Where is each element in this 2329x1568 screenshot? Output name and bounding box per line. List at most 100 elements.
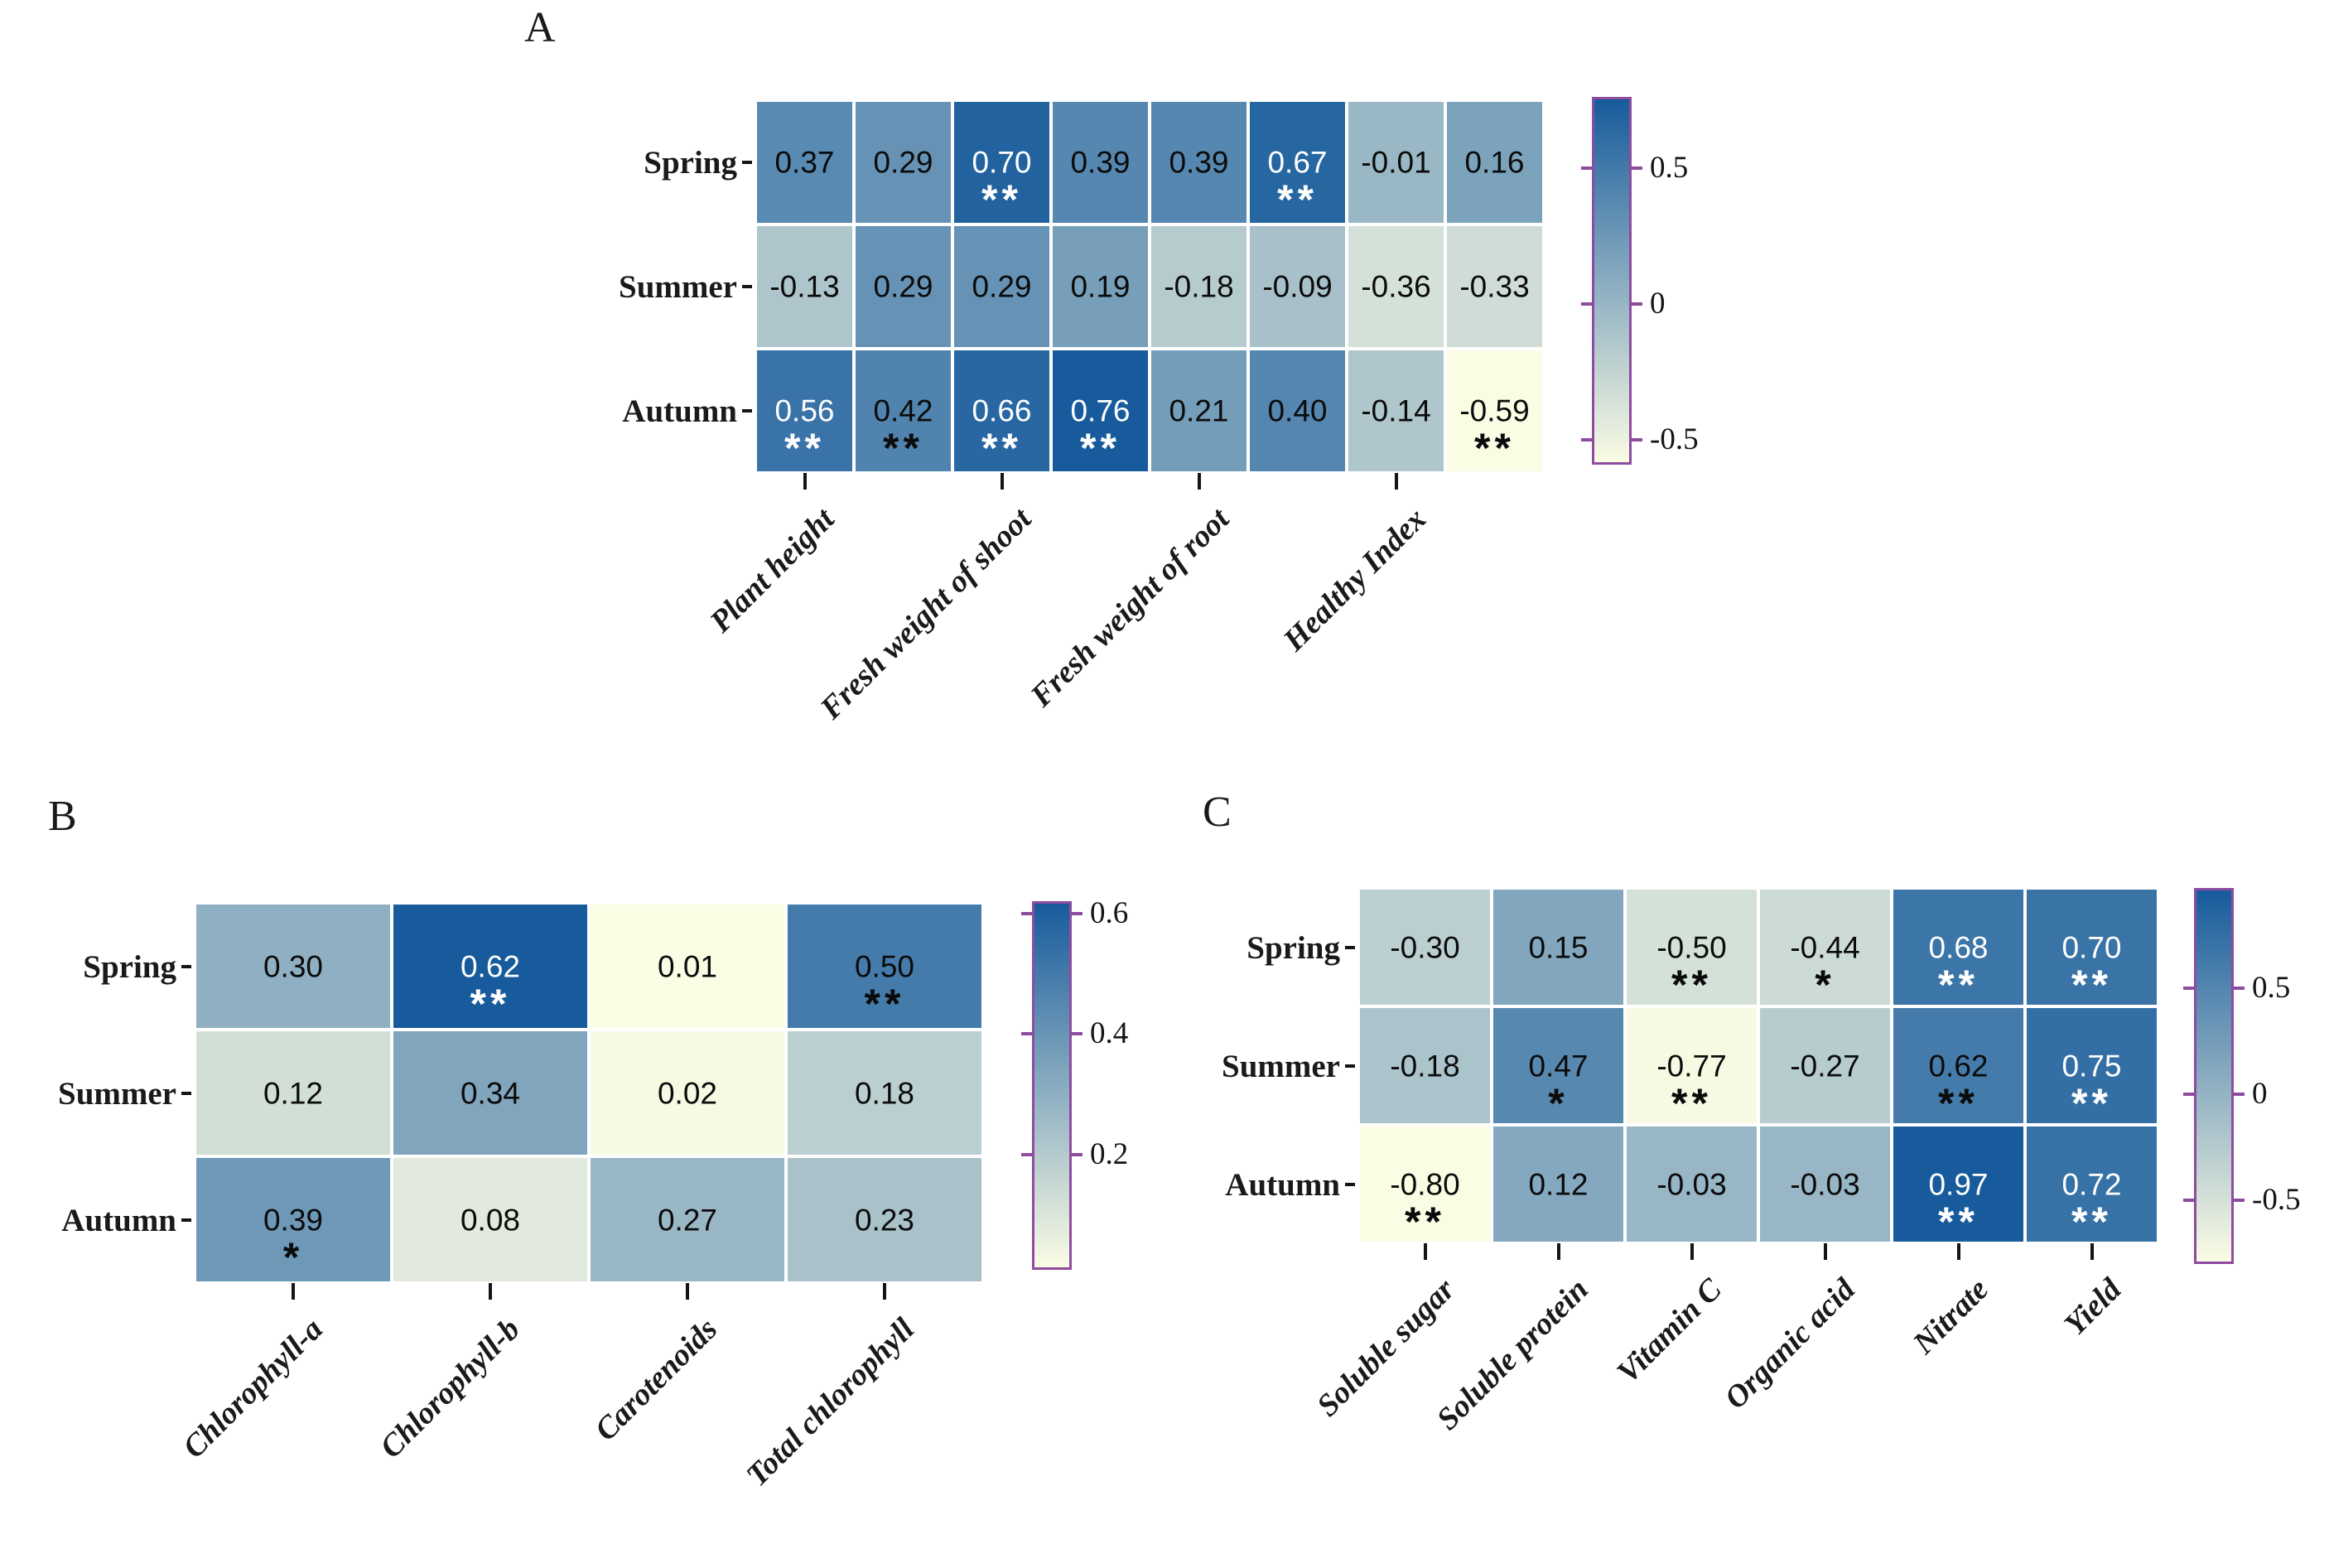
heatmap-cell: -0.59 ** [1445,349,1544,473]
colorbar [1592,97,1632,465]
cell-value: 0.70 [972,145,1032,180]
heatmap-cell: -0.18 [1150,224,1248,349]
y-tick [181,964,191,968]
cell-value: 0.21 [1169,393,1229,428]
x-axis-label: Fresh weight of root [1023,501,1236,714]
x-axis-label: Total chlorophyll [740,1311,922,1493]
significance-stars: ** [1474,425,1515,471]
heatmap-cell: 0.40 [1248,349,1347,473]
cell-value: 0.97 [1928,1167,1989,1201]
row-label-autumn: Autumn [1225,1166,1340,1203]
cell-value: -0.44 [1790,930,1860,964]
row-label-autumn: Autumn [622,393,737,429]
x-tick [292,1283,295,1300]
colorbar-tick [2183,1199,2194,1203]
x-tick [1423,1243,1427,1260]
cell-value: 0.62 [460,949,520,983]
cell-value: -0.36 [1361,269,1431,304]
colorbar-tick [1632,166,1642,170]
heatmap-cell: 0.12 [1492,1125,1625,1243]
cell-value: 0.56 [774,393,835,428]
cell-value: 0.70 [2061,930,2122,964]
colorbar [2194,888,2234,1264]
colorbar-tick-label: -0.5 [2252,1183,2301,1218]
heatmap-cell: 0.37 [755,100,854,224]
cell-value: 0.66 [972,393,1032,428]
x-tick [883,1283,886,1300]
x-axis-label: Vitamin C [1610,1271,1729,1391]
heatmap-cell: 0.39 * [195,1156,392,1283]
colorbar-tick-label: 0 [1650,286,1666,321]
cell-value: 0.75 [2061,1049,2122,1083]
cell-value: 0.34 [460,1076,520,1110]
x-tick [1197,473,1201,490]
row-label-autumn: Autumn [61,1202,176,1238]
significance-stars: ** [864,980,905,1027]
x-tick [1556,1243,1560,1260]
heatmap-cell: 0.75 ** [2025,1006,2158,1125]
significance-stars: ** [1671,1079,1712,1127]
significance-stars: ** [1938,1198,1979,1245]
x-tick [1000,473,1004,490]
cell-value: 0.39 [1070,145,1131,180]
heatmap-cell: 0.34 [392,1030,589,1156]
heatmap-cell: -0.77 ** [1625,1006,1758,1125]
y-tick [1345,1064,1355,1068]
panel-letter-b: B [48,793,77,840]
heatmap-cell: 0.70 ** [2025,888,2158,1006]
colorbar-tick [2183,986,2194,990]
heatmap-cell: 0.23 [786,1156,983,1283]
significance-stars: ** [2071,1198,2112,1245]
cell-value: 0.19 [1070,269,1131,304]
heatmap-cell: 0.66 ** [952,349,1051,473]
heatmap-cell: 0.16 [1445,100,1544,224]
cell-value: 0.68 [1928,930,1989,964]
cell-value: 0.12 [1528,1167,1589,1201]
panel-letter-c: C [1203,789,1232,836]
cell-value: -0.18 [1390,1049,1460,1083]
cell-value: -0.09 [1262,269,1333,304]
cell-value: 0.29 [972,269,1032,304]
cell-value: -0.33 [1459,269,1530,304]
row-label-summer: Summer [1222,1048,1340,1084]
cell-value: 0.37 [774,145,835,180]
heatmap-cell: 0.21 [1150,349,1248,473]
y-tick [181,1091,191,1095]
cell-value: 0.02 [657,1076,717,1110]
significance-stars: * [1548,1079,1569,1127]
cell-value: 0.30 [263,949,323,983]
significance-stars: ** [1405,1198,1445,1245]
cell-value: 0.42 [873,393,933,428]
y-tick [742,409,752,413]
colorbar-tick [1581,166,1592,170]
heatmap-cell: -0.50 ** [1625,888,1758,1006]
heatmap-cell: 0.29 [952,224,1051,349]
significance-stars: ** [981,176,1022,223]
heatmap-cell: 0.97 ** [1892,1125,2025,1243]
colorbar-tick [1072,1032,1083,1036]
row-label-summer: Summer [58,1075,176,1112]
colorbar-tick-label: 0.5 [1650,150,1689,185]
cell-value: -0.03 [1790,1167,1860,1201]
heatmap-cell: 0.15 [1492,888,1625,1006]
heatmap-cell: -0.03 [1758,1125,1892,1243]
colorbar-tick [1021,911,1032,915]
heatmap-cell: -0.18 [1358,1006,1492,1125]
heatmap-cell: 0.30 [195,903,392,1030]
heatmap-cell: 0.62 ** [392,903,589,1030]
significance-stars: ** [2071,1079,2112,1127]
heatmap-cell: -0.01 [1347,100,1445,224]
row-label-spring: Spring [83,948,176,985]
significance-stars: ** [1938,961,1979,1008]
heatmap-cell: 0.42 ** [854,349,952,473]
cell-value: -0.14 [1361,393,1431,428]
heatmap-cell: -0.14 [1347,349,1445,473]
heatmap-cell: 0.27 [589,1156,786,1283]
cell-value: -0.77 [1656,1049,1727,1083]
x-axis-label: Plant height [703,501,841,639]
colorbar-tick [2234,1199,2245,1203]
cell-value: 0.67 [1267,145,1328,180]
significance-stars: ** [2071,961,2112,1008]
y-tick [181,1218,191,1222]
